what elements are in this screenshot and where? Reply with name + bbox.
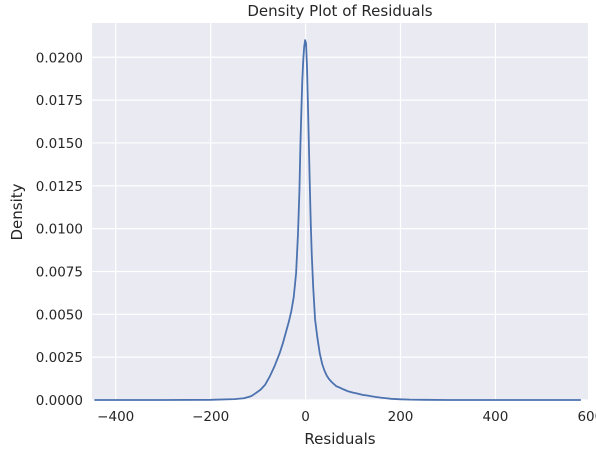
y-tick-label: 0.0100 <box>36 222 83 238</box>
plot-background <box>92 23 588 400</box>
y-tick-label: 0.0000 <box>36 393 83 409</box>
x-grid <box>115 23 497 400</box>
x-tick-labels: −400 −200 0 200 400 600 <box>97 409 596 425</box>
y-tick-label: 0.0050 <box>36 307 83 323</box>
y-tick-label: 0.0025 <box>36 350 83 366</box>
x-tick-label: 400 <box>483 409 509 425</box>
y-tick-label: 0.0075 <box>36 264 83 280</box>
y-tick-label: 0.0125 <box>36 179 83 195</box>
x-tick-label: −200 <box>192 409 229 425</box>
y-tick-labels: 0.0000 0.0025 0.0050 0.0075 0.0100 0.0125 0.01… <box>36 50 83 409</box>
chart-title: Density Plot of Residuals <box>247 2 432 20</box>
x-tick-label: 0 <box>301 409 310 425</box>
density-line <box>94 39 581 401</box>
y-tick-label: 0.0150 <box>36 136 83 152</box>
x-tick-label: −400 <box>97 409 134 425</box>
x-axis-label: Residuals <box>304 430 375 448</box>
y-tick-label: 0.0175 <box>36 93 83 109</box>
y-axis-label: Density <box>8 183 26 240</box>
x-tick-label: 200 <box>388 409 414 425</box>
y-tick-label: 0.0200 <box>36 50 83 66</box>
x-tick-label: 600 <box>577 409 596 425</box>
